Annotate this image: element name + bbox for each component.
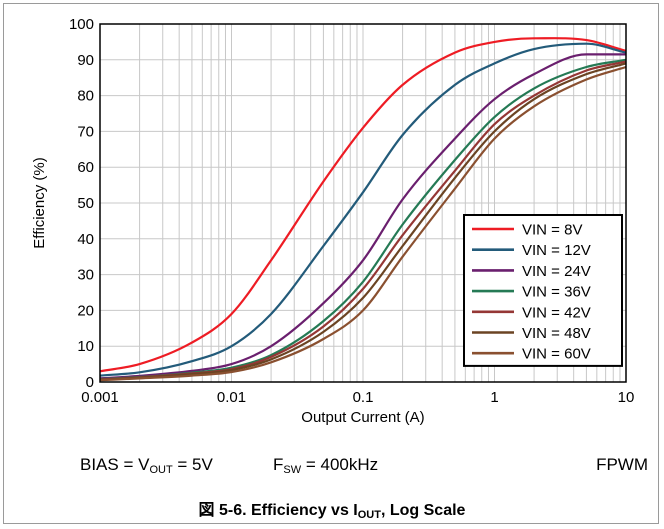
y-axis-label: Efficiency (%) (31, 157, 48, 248)
legend-label: VIN = 60V (522, 346, 591, 363)
x-axis-label: Output Current (A) (301, 409, 424, 426)
x-tick-label: 0.001 (81, 389, 119, 406)
series-lines (99, 37, 627, 382)
bias-condition: BIAS = VOUT = 5V (80, 455, 213, 476)
legend-label: VIN = 36V (522, 284, 591, 301)
mode-label: FPWM (596, 455, 648, 474)
y-tick-label: 50 (77, 195, 94, 212)
series-line-2 (99, 42, 627, 377)
y-tick-label: 30 (77, 267, 94, 284)
series-line-6 (99, 62, 627, 381)
y-tick-label: 40 (77, 231, 94, 248)
plot-border (99, 23, 627, 383)
legend-label: VIN = 48V (522, 325, 591, 342)
y-tick-label: 100 (69, 16, 94, 33)
series-line-7 (99, 65, 627, 382)
y-tick-label: 60 (77, 159, 94, 176)
legend-label: VIN = 24V (522, 263, 591, 280)
y-tick-label: 70 (77, 123, 94, 140)
x-tick-label: 0.1 (353, 389, 374, 406)
x-tick-label: 10 (618, 389, 635, 406)
legend-label: VIN = 42V (522, 304, 591, 321)
series-line-3 (99, 53, 626, 380)
x-tick-label: 1 (490, 389, 498, 406)
figure-frame (3, 3, 659, 524)
y-tick-label: 0 (86, 374, 94, 391)
y-tick-label: 90 (77, 52, 94, 69)
legend: VIN = 8V VIN = 12V VIN = 24V VIN = 36V VIN =… (463, 214, 623, 367)
legend-label: VIN = 12V (522, 242, 591, 259)
y-tick-label: 20 (77, 302, 94, 319)
switching-frequency: FSW = 400kHz (273, 455, 379, 476)
legend-label: VIN = 8V (522, 222, 582, 239)
series-line-1 (99, 37, 627, 373)
y-tick-label: 80 (77, 88, 94, 105)
x-tick-label: 0.01 (217, 389, 246, 406)
y-tick-label: 10 (77, 338, 94, 355)
figure-caption: 図 5-6. Efficiency vs IOUT, Log Scale (198, 502, 466, 521)
